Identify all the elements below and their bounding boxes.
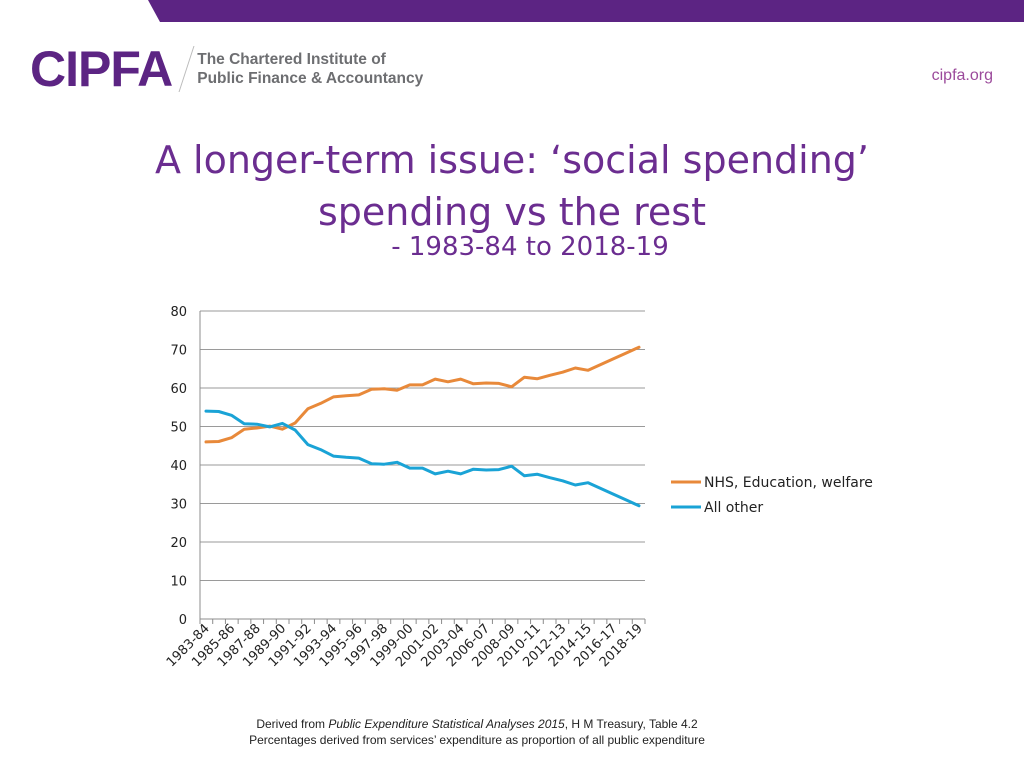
footnote-suffix: , H M Treasury, Table 4.2: [564, 717, 698, 731]
footnote: Derived from Public Expenditure Statisti…: [0, 716, 954, 748]
y-tick-label-0: 0: [179, 613, 187, 628]
series-line-all-other: [204, 409, 641, 508]
tagline-line1: The Chartered Institute of: [197, 51, 386, 68]
y-tick-label-20: 20: [170, 536, 187, 551]
website-link[interactable]: cipfa.org: [931, 67, 993, 84]
footnote-prefix: Derived from: [256, 717, 329, 731]
legend-label-0: NHS, Education, welfare: [704, 475, 873, 491]
slide-title: A longer-term issue: ‘social spending’ s…: [0, 134, 1024, 238]
cipfa-logo: CIPFA The Chartered Institute of Public …: [30, 44, 423, 94]
footnote-line1: Derived from Public Expenditure Statisti…: [0, 716, 954, 732]
y-tick-label-10: 10: [170, 575, 187, 590]
top-accent-bar: [0, 0, 1024, 22]
legend-label-1: All other: [704, 500, 763, 516]
line-chart: 010203040506070801983-841985-861987-8819…: [164, 305, 873, 670]
y-tick-label-30: 30: [170, 498, 187, 513]
y-tick-label-70: 70: [170, 344, 187, 359]
y-tick-label-40: 40: [170, 459, 187, 474]
title-line2: spending vs the rest: [317, 190, 706, 234]
y-tick-label-60: 60: [170, 382, 187, 397]
y-tick-label-80: 80: [170, 305, 187, 320]
footnote-source-title: Public Expenditure Statistical Analyses …: [328, 717, 565, 731]
logo-wordmark: CIPFA: [30, 41, 173, 97]
title-line1: A longer-term issue: ‘social spending’: [154, 138, 870, 182]
y-tick-label-50: 50: [170, 421, 187, 436]
logo-tagline: The Chartered Institute of Public Financ…: [197, 50, 423, 88]
tagline-line2: Public Finance & Accountancy: [197, 70, 424, 87]
slide-subtitle: - 1983-84 to 2018-19: [391, 232, 669, 262]
series-line-nhs-education-welfare: [204, 345, 641, 444]
footnote-line2: Percentages derived from services’ expen…: [249, 733, 705, 747]
